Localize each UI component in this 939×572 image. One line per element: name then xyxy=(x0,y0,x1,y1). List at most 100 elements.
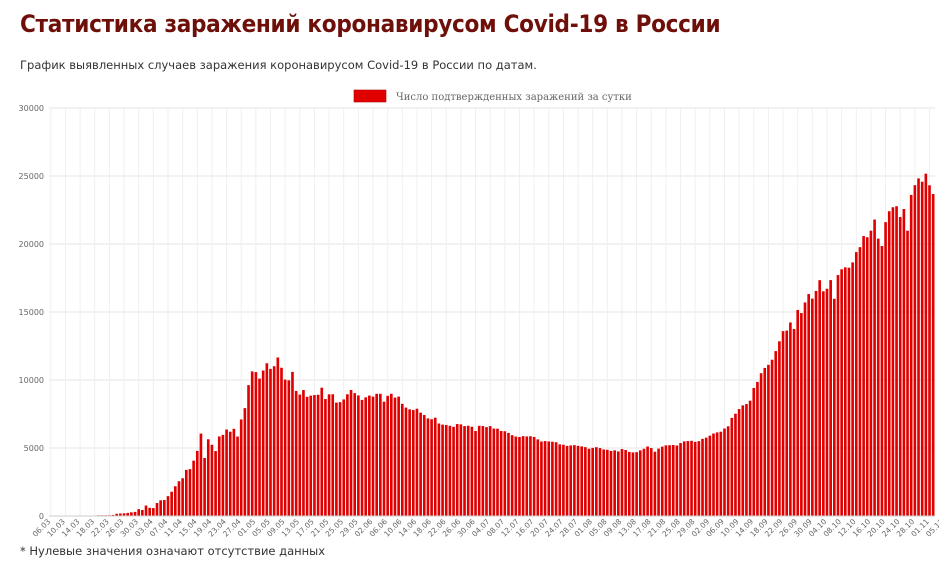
bar xyxy=(338,402,342,516)
bar xyxy=(258,378,261,516)
bar xyxy=(305,396,309,516)
bar xyxy=(708,435,712,516)
bar xyxy=(800,313,803,516)
bar xyxy=(430,419,433,516)
bar xyxy=(382,401,386,516)
bar xyxy=(704,437,708,516)
bar xyxy=(529,436,532,516)
bar xyxy=(386,395,389,516)
bar xyxy=(203,457,206,516)
chart-bars xyxy=(53,173,935,517)
bar xyxy=(492,428,496,516)
bar xyxy=(298,394,302,516)
bar xyxy=(470,426,474,516)
bar xyxy=(620,449,624,516)
bar xyxy=(393,397,397,516)
bar xyxy=(624,450,627,516)
bar xyxy=(404,407,408,516)
bar xyxy=(302,390,305,516)
bar xyxy=(455,424,459,516)
bar xyxy=(342,399,346,516)
bar xyxy=(276,357,280,516)
chart-legend[interactable]: Число подтвержденных заражений за сутки xyxy=(353,89,632,103)
bar xyxy=(580,446,584,516)
bar xyxy=(510,435,514,516)
bar xyxy=(360,399,364,516)
bar xyxy=(184,469,188,516)
bar xyxy=(616,451,620,516)
bar xyxy=(646,446,649,516)
bar xyxy=(697,441,701,516)
bar xyxy=(144,505,148,516)
y-tick-label: 20000 xyxy=(19,240,44,249)
bar xyxy=(357,395,360,516)
bar xyxy=(280,367,283,516)
bar xyxy=(664,445,668,516)
bar xyxy=(507,432,510,516)
bar xyxy=(657,448,660,516)
bar xyxy=(719,431,723,516)
bar xyxy=(745,404,748,516)
bar xyxy=(371,396,375,516)
bar xyxy=(228,431,232,516)
bar xyxy=(408,409,411,516)
bar xyxy=(638,450,642,516)
bar xyxy=(569,445,573,516)
bar xyxy=(514,436,518,516)
bar xyxy=(543,441,547,516)
bar xyxy=(606,449,609,516)
y-axis: 0 5000 10000 15000 20000 25000 30000 xyxy=(19,104,44,521)
bar xyxy=(869,230,873,516)
bar xyxy=(774,351,778,516)
bar xyxy=(686,441,690,516)
bar xyxy=(551,441,554,516)
bar xyxy=(865,237,869,517)
x-axis: 06.0310.0314.0318.0322.0326.0330.0303.04… xyxy=(31,515,939,539)
bar xyxy=(269,368,272,516)
y-tick-label: 15000 xyxy=(19,308,44,317)
bar xyxy=(891,207,895,516)
bar xyxy=(789,322,792,516)
bar xyxy=(591,447,594,516)
bar xyxy=(481,426,485,516)
bar xyxy=(554,442,558,516)
bar xyxy=(803,302,807,516)
bar xyxy=(287,380,291,516)
bar xyxy=(562,444,565,516)
bar xyxy=(818,280,821,516)
bar xyxy=(159,500,162,516)
bar xyxy=(668,445,671,516)
bar xyxy=(693,441,697,516)
bar xyxy=(210,444,214,516)
bar xyxy=(375,393,378,516)
bar xyxy=(829,280,832,516)
legend-label: Число подтвержденных заражений за сутки xyxy=(396,92,632,103)
bar xyxy=(236,436,239,516)
bar xyxy=(327,394,331,516)
bar xyxy=(437,423,441,516)
bar xyxy=(785,330,789,516)
y-tick-label: 10000 xyxy=(19,376,44,385)
bar xyxy=(155,503,159,516)
bar xyxy=(294,390,298,516)
bar xyxy=(433,417,437,516)
bar xyxy=(272,366,276,516)
bar xyxy=(181,478,184,516)
bar xyxy=(261,370,265,516)
bar xyxy=(122,513,126,516)
bar xyxy=(419,412,422,516)
bar xyxy=(587,448,591,516)
bar xyxy=(924,173,928,516)
bar xyxy=(690,440,693,516)
bar xyxy=(675,445,679,516)
bar xyxy=(324,399,327,516)
bar xyxy=(635,452,638,516)
bar xyxy=(250,371,254,516)
bar xyxy=(448,425,452,516)
bar xyxy=(558,444,562,516)
bar xyxy=(221,434,225,516)
bar xyxy=(660,446,664,516)
bar xyxy=(444,424,448,516)
bar xyxy=(459,424,463,516)
bar xyxy=(133,511,137,516)
